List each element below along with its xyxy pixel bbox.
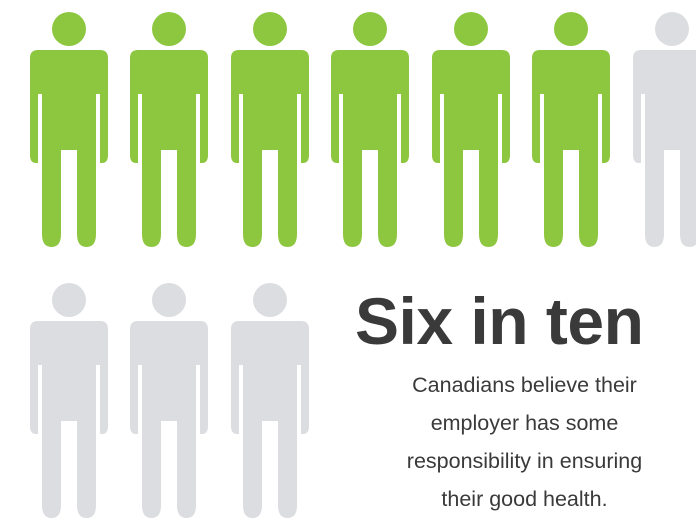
- person-icon: [530, 12, 612, 247]
- person-icon: [631, 12, 696, 247]
- person-body: [331, 50, 409, 247]
- person-body: [231, 50, 309, 247]
- person-body: [30, 321, 108, 518]
- person-head: [253, 12, 287, 46]
- person-icon: [128, 12, 210, 247]
- person-head: [353, 12, 387, 46]
- person-body: [532, 50, 610, 247]
- person-head: [152, 283, 186, 317]
- headline: Six in ten: [355, 284, 644, 358]
- person-icon: [128, 283, 210, 518]
- person-icon: [329, 12, 411, 247]
- person-icon: [229, 12, 311, 247]
- caption-line: employer has some: [430, 411, 619, 435]
- person-body: [130, 321, 208, 518]
- caption: Canadians believe their employer has som…: [353, 366, 696, 518]
- person-icon: [430, 12, 512, 247]
- caption-line: their good health.: [441, 487, 608, 511]
- person-icon: [28, 12, 110, 247]
- person-body: [633, 50, 696, 247]
- person-body: [130, 50, 208, 247]
- person-icon: [28, 283, 110, 518]
- caption-line: Canadians believe their: [412, 373, 637, 397]
- person-body: [231, 321, 309, 518]
- person-head: [52, 12, 86, 46]
- person-head: [52, 283, 86, 317]
- person-head: [454, 12, 488, 46]
- person-body: [432, 50, 510, 247]
- person-head: [655, 12, 689, 46]
- person-body: [30, 50, 108, 247]
- person-head: [152, 12, 186, 46]
- person-head: [554, 12, 588, 46]
- person-icon: [229, 283, 311, 518]
- person-head: [253, 283, 287, 317]
- caption-line: responsibility in ensuring: [406, 449, 643, 473]
